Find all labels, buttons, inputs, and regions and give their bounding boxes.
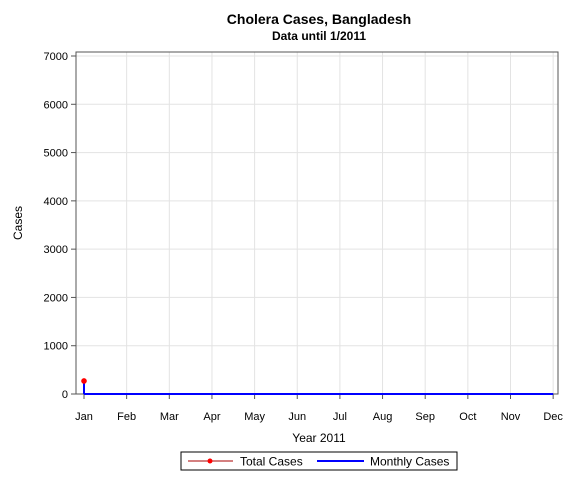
y-axis: 0 1000 2000 3000 4000 5000 6000 7000	[44, 51, 76, 401]
x-tick-label-nov: Nov	[501, 411, 521, 423]
x-tick-label-may: May	[244, 411, 265, 423]
chart-subtitle: Data until 1/2011	[272, 29, 366, 43]
x-tick-label-apr: Apr	[203, 411, 220, 423]
y-axis-label: Cases	[11, 206, 25, 240]
x-tick-label-dec: Dec	[543, 411, 563, 423]
y-tick-label-5000: 5000	[44, 148, 68, 160]
legend-total-cases-marker	[207, 458, 213, 464]
x-axis-label: Year 2011	[292, 431, 346, 445]
total-cases-point-jan	[81, 378, 87, 384]
legend-monthly-cases-label: Monthly Cases	[370, 455, 449, 469]
y-tick-label-4000: 4000	[44, 196, 68, 208]
x-tick-label-jun: Jun	[288, 411, 306, 423]
y-tick-label-7000: 7000	[44, 51, 68, 63]
x-axis: Jan Feb Mar Apr May Jun Jul Aug Sep Oct Nov Dec	[75, 394, 563, 423]
x-tick-label-sep: Sep	[415, 411, 435, 423]
legend-total-cases-label: Total Cases	[240, 455, 303, 469]
y-tick-label-1000: 1000	[44, 341, 68, 353]
legend: Total Cases Monthly Cases	[180, 451, 458, 471]
x-tick-label-jan: Jan	[75, 411, 93, 423]
x-tick-label-oct: Oct	[459, 411, 476, 423]
y-tick-label-0: 0	[62, 389, 68, 401]
y-tick-label-3000: 3000	[44, 244, 68, 256]
x-tick-label-mar: Mar	[160, 411, 179, 423]
series-layer	[81, 378, 554, 395]
chart-title: Cholera Cases, Bangladesh	[227, 11, 411, 27]
grid-lines	[76, 52, 558, 394]
x-tick-label-jul: Jul	[333, 411, 347, 423]
x-tick-label-feb: Feb	[117, 411, 136, 423]
x-tick-label-aug: Aug	[373, 411, 393, 423]
plot-frame	[75, 51, 559, 395]
y-tick-label-2000: 2000	[44, 292, 68, 304]
y-tick-label-6000: 6000	[44, 99, 68, 111]
